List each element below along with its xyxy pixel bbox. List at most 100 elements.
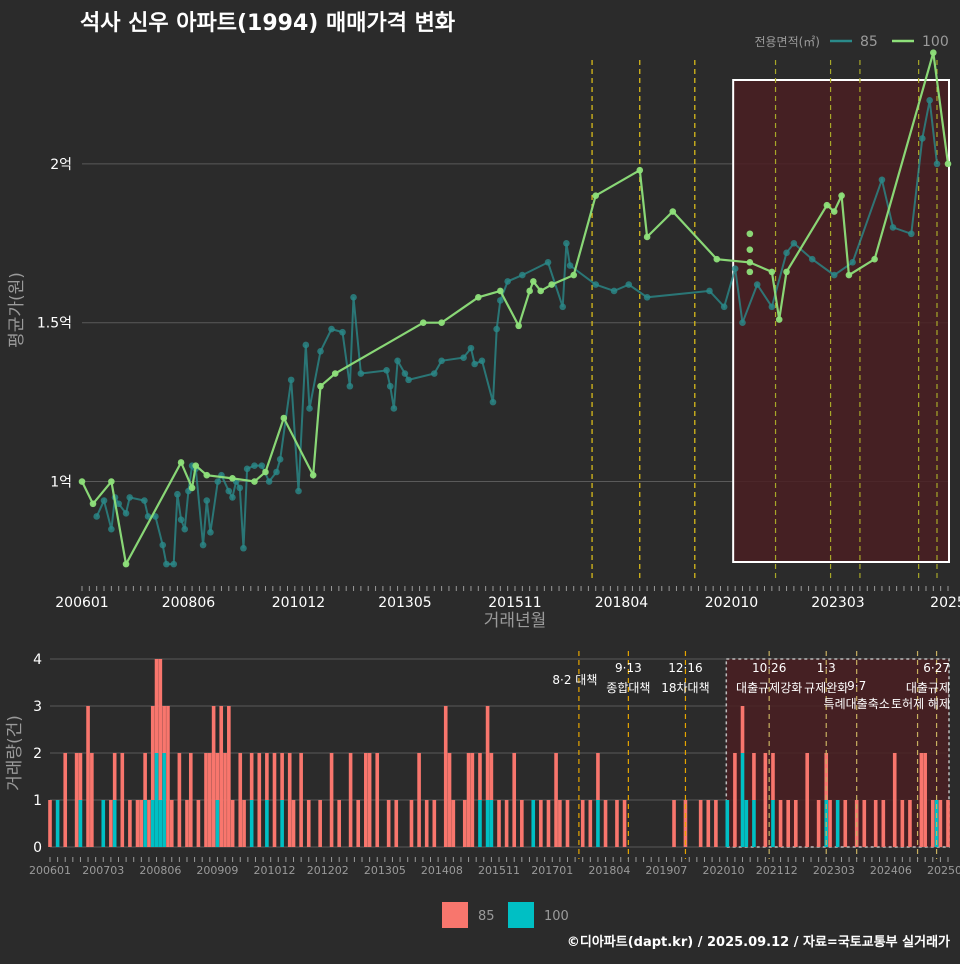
bar-85 xyxy=(504,800,509,847)
bar-85 xyxy=(242,800,246,847)
bar-85 xyxy=(554,753,558,847)
bar-85 xyxy=(112,753,117,800)
data-point-100 xyxy=(177,459,185,466)
bar-85 xyxy=(622,800,627,847)
data-point-100 xyxy=(830,208,838,215)
data-point-85 xyxy=(592,281,600,288)
data-point-85 xyxy=(273,468,280,476)
data-point-85 xyxy=(306,405,313,412)
policy-annotation: 특례대출축소 xyxy=(824,697,890,711)
bar-85 xyxy=(348,753,353,847)
y-tick-label: 1억 xyxy=(50,475,72,491)
bar-100 xyxy=(752,800,756,847)
x-tick-label: 200703 xyxy=(82,864,124,877)
bar-85 xyxy=(919,753,924,847)
data-point-85 xyxy=(933,160,941,168)
data-point-85 xyxy=(790,239,798,247)
data-point-85 xyxy=(229,494,236,501)
data-point-85 xyxy=(170,560,178,568)
data-point-100 xyxy=(526,287,533,295)
bar-100 xyxy=(143,800,147,847)
price-chart: 1억 1.5억 2억 200601 200806 201012 201305 201511 20… xyxy=(7,34,960,631)
data-point-85 xyxy=(401,370,409,377)
y-tick-label: 1 xyxy=(33,793,42,809)
bar-85 xyxy=(451,800,456,847)
data-point-85 xyxy=(317,347,324,355)
bar-100 xyxy=(265,800,269,847)
bar-85 xyxy=(714,800,718,847)
policy-annotation: 1·3 xyxy=(817,661,836,675)
x-tick-label: 201305 xyxy=(364,864,406,877)
bar-85 xyxy=(169,800,174,847)
bar-85 xyxy=(520,800,524,847)
bar-85 xyxy=(786,800,790,847)
x-tick-label: 202010 xyxy=(703,864,745,877)
bar-85 xyxy=(417,753,421,847)
bar-85 xyxy=(329,753,334,847)
data-point-85 xyxy=(339,328,346,336)
data-point-100 xyxy=(570,271,578,279)
data-point-85 xyxy=(405,376,412,384)
data-point-100 xyxy=(317,382,324,390)
bar-85 xyxy=(154,659,159,753)
bar-85 xyxy=(443,706,448,847)
bar-85 xyxy=(219,706,224,847)
bar-100 xyxy=(740,753,745,847)
data-point-100 xyxy=(930,49,937,57)
data-point-85 xyxy=(287,376,295,384)
data-point-100 xyxy=(188,484,196,492)
bar-100 xyxy=(101,800,106,847)
data-point-100 xyxy=(944,160,952,168)
bar-85 xyxy=(238,753,243,847)
data-point-85 xyxy=(93,513,100,520)
bar-85 xyxy=(204,753,208,847)
legend-key-85 xyxy=(442,902,468,928)
bar-85 xyxy=(135,800,140,847)
policy-annotation: 6·27 xyxy=(923,661,950,675)
bar-85 xyxy=(923,753,927,847)
data-point-85 xyxy=(163,560,170,568)
bar-85 xyxy=(375,753,380,847)
data-point-85 xyxy=(430,370,438,377)
x-tick-label: 200601 xyxy=(55,595,108,611)
legend-label-85: 85 xyxy=(478,909,495,924)
bar-85 xyxy=(78,753,83,800)
bar-85 xyxy=(596,753,600,800)
x-tick-label: 202303 xyxy=(811,595,864,611)
bar-85 xyxy=(462,800,467,847)
data-point-100 xyxy=(331,370,339,377)
bar-85 xyxy=(299,753,303,847)
bar-85 xyxy=(778,800,783,847)
data-point-85 xyxy=(236,484,244,492)
bar-100 xyxy=(744,800,749,847)
data-point-100 xyxy=(203,471,211,479)
data-point-85 xyxy=(544,259,552,266)
x-tick-label: 201804 xyxy=(595,595,649,611)
bar-100 xyxy=(215,800,220,847)
data-point-100 xyxy=(530,278,537,285)
bar-85 xyxy=(470,753,475,847)
data-point-85 xyxy=(214,478,222,485)
bar-85 xyxy=(48,800,52,847)
bar-85 xyxy=(862,800,867,847)
bar-85 xyxy=(139,800,144,847)
data-point-85 xyxy=(357,370,365,377)
data-point-85 xyxy=(926,97,933,104)
x-tick-label: 201907 xyxy=(645,864,687,877)
bar-85 xyxy=(466,753,471,847)
data-point-85 xyxy=(203,497,211,504)
data-point-85 xyxy=(225,487,233,495)
legend-label-100: 100 xyxy=(922,34,949,50)
data-point-85 xyxy=(768,303,776,311)
data-point-100 xyxy=(775,316,783,323)
bar-100 xyxy=(531,800,536,847)
x-tick-label: 202303 xyxy=(813,864,855,877)
bar-85 xyxy=(771,753,775,800)
bar-85 xyxy=(162,706,166,753)
bar-85 xyxy=(63,753,68,847)
x-tick-label: 200806 xyxy=(139,864,181,877)
x-tick-label: 201804 xyxy=(588,864,630,877)
data-point-100 xyxy=(746,268,754,276)
bar-100 xyxy=(112,800,117,847)
